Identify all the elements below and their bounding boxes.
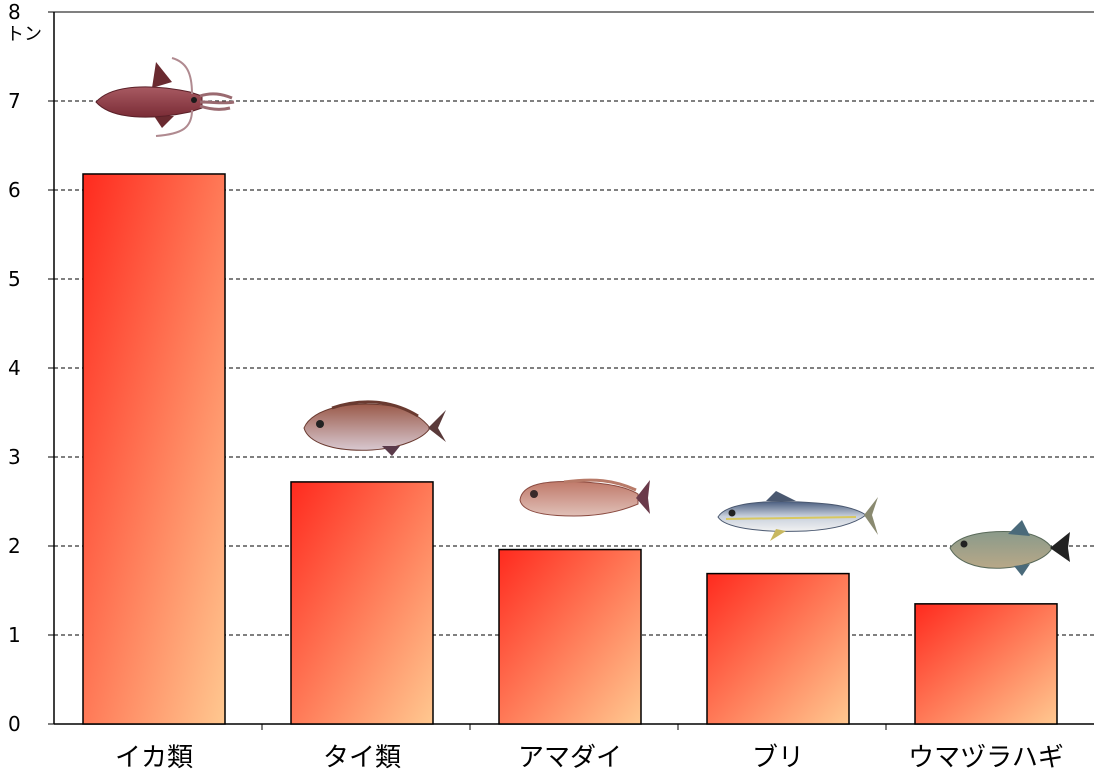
filefish-icon xyxy=(949,520,1070,576)
y-tick-label: 0 xyxy=(8,712,21,736)
bar-3 xyxy=(498,548,642,725)
bar-5 xyxy=(914,603,1058,725)
yellowtail-icon xyxy=(717,491,878,541)
x-category-label: タイ類 xyxy=(323,743,401,773)
y-tick-label: 5 xyxy=(8,267,21,291)
y-tick-label: 8 xyxy=(8,0,21,24)
x-category-label: アマダイ xyxy=(518,743,622,773)
x-category-label: ブリ xyxy=(752,743,804,773)
y-tick-label: 7 xyxy=(8,89,21,113)
tilefish-icon xyxy=(519,478,650,517)
x-category-label: イカ類 xyxy=(115,743,193,773)
x-category-label: ウマヅラハギ xyxy=(908,743,1064,773)
sea-bream-icon xyxy=(303,400,446,456)
bar-1 xyxy=(82,173,226,725)
y-tick-label: 6 xyxy=(8,178,21,202)
y-tick-label: 2 xyxy=(8,534,21,558)
y-tick-label: 3 xyxy=(8,445,21,469)
bar-4 xyxy=(706,572,850,725)
squid-icon xyxy=(95,57,235,137)
bars xyxy=(82,173,1058,725)
y-unit-label: トン xyxy=(6,24,42,45)
y-tick-label: 4 xyxy=(8,356,21,380)
y-tick-label: 1 xyxy=(8,623,21,647)
bar-2 xyxy=(290,481,434,725)
